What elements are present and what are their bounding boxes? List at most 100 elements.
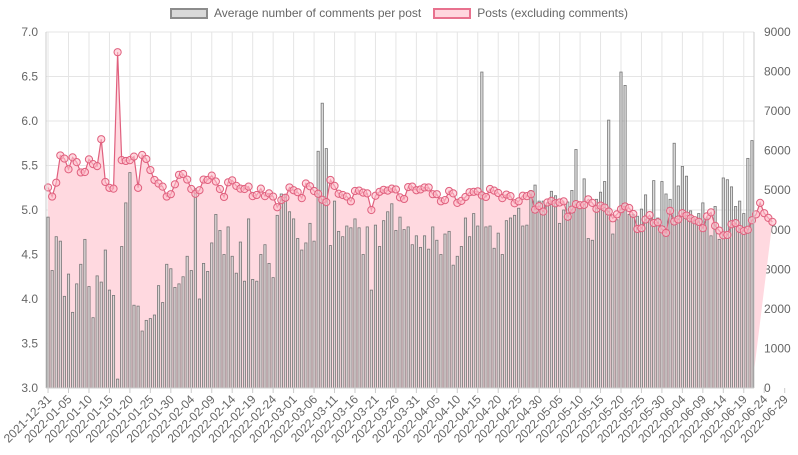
bar-avg-comments — [328, 245, 332, 389]
posts-point — [629, 209, 638, 219]
left-axis-tick-label: 4.5 — [21, 248, 38, 262]
bar-avg-comments — [365, 226, 369, 389]
bar-avg-comments — [729, 186, 734, 389]
bar-avg-comments — [181, 276, 185, 389]
bar-avg-comments — [517, 207, 521, 389]
posts-point — [723, 230, 732, 240]
bar-avg-comments — [83, 238, 87, 389]
left-axis-tick-label: 5.0 — [21, 203, 38, 217]
bar-avg-comments — [537, 200, 541, 389]
bar-avg-comments — [611, 233, 615, 389]
bar-avg-comments — [292, 218, 296, 389]
posts-point — [269, 192, 278, 201]
bar-avg-comments — [283, 194, 287, 389]
bar-avg-comments — [128, 172, 132, 389]
posts-point — [756, 198, 765, 207]
bar-avg-comments — [332, 200, 337, 389]
bar-avg-comments — [578, 207, 582, 389]
bar-avg-comments — [427, 248, 431, 389]
bar-avg-comments — [173, 287, 177, 389]
bar-avg-comments — [418, 246, 422, 389]
bar-avg-comments — [341, 236, 345, 389]
bar-avg-comments — [545, 202, 549, 389]
bar-avg-comments — [267, 262, 271, 389]
bar-avg-comments — [590, 239, 594, 389]
posts-point — [535, 201, 544, 211]
left-axis-tick-label: 6.5 — [21, 70, 38, 84]
posts-point — [322, 197, 331, 207]
bar-avg-comments — [275, 214, 279, 389]
legend-swatch-avg-comments — [170, 7, 209, 19]
right-axis-tick-label: 3000 — [764, 262, 791, 276]
left-axis-tick-label: 3.5 — [21, 337, 38, 351]
bar-avg-comments — [87, 286, 91, 389]
right-axis-tick-label: 7000 — [764, 104, 791, 118]
posts-point — [178, 169, 188, 179]
posts-point — [743, 225, 752, 234]
posts-point — [567, 205, 576, 214]
right-axis-tick-label: 6000 — [764, 144, 791, 158]
bar-avg-comments — [447, 230, 451, 389]
legend-item-posts[interactable]: Posts (excluding comments) — [433, 6, 628, 20]
bar-avg-comments — [382, 220, 386, 389]
posts-point — [72, 158, 81, 167]
bar-avg-comments — [586, 238, 590, 389]
bar-avg-comments — [193, 188, 197, 389]
bar-avg-comments — [218, 230, 222, 389]
bar-avg-comments — [165, 263, 169, 389]
posts-point — [109, 184, 118, 193]
bar-avg-comments — [206, 271, 210, 389]
bar-avg-comments — [287, 211, 292, 389]
bar-avg-comments — [124, 202, 128, 389]
posts-point — [731, 218, 740, 228]
bar-avg-comments — [496, 232, 500, 389]
bar-avg-comments — [369, 289, 373, 389]
bar-avg-comments — [414, 235, 418, 389]
bar-avg-comments — [349, 227, 353, 389]
posts-point — [281, 193, 290, 202]
bar-avg-comments — [169, 268, 173, 389]
posts-point — [170, 180, 180, 189]
posts-point — [48, 192, 57, 201]
bar-avg-comments — [75, 283, 79, 389]
bar-avg-comments — [451, 264, 455, 389]
posts-point — [326, 175, 335, 185]
bar-avg-comments — [750, 140, 754, 389]
bar-avg-comments — [705, 217, 709, 389]
posts-point — [367, 205, 376, 215]
posts-point — [166, 190, 175, 199]
bar-avg-comments — [525, 224, 529, 389]
bar-avg-comments — [746, 157, 750, 389]
posts-point — [97, 135, 106, 144]
bar-avg-comments — [574, 149, 578, 389]
bar-avg-comments — [693, 218, 697, 389]
bar-avg-comments — [652, 180, 656, 389]
left-axis-tick-label: 7.0 — [21, 25, 38, 39]
legend-item-avg-comments[interactable]: Average number of comments per post — [170, 6, 421, 20]
bar-avg-comments — [468, 236, 472, 389]
legend-label-posts: Posts (excluding comments) — [477, 6, 628, 20]
posts-point — [297, 194, 306, 203]
bar-avg-comments — [148, 318, 152, 389]
posts-point — [694, 217, 703, 226]
bar-avg-comments — [58, 240, 62, 389]
bar-avg-comments — [476, 225, 480, 389]
posts-point — [645, 211, 654, 220]
bar-avg-comments — [672, 142, 676, 389]
posts-point — [60, 154, 69, 163]
posts-point — [514, 197, 523, 206]
bar-avg-comments — [107, 289, 111, 389]
bar-avg-comments — [648, 219, 652, 389]
bar-avg-comments — [161, 302, 165, 389]
posts-point — [207, 171, 216, 180]
bar-avg-comments — [423, 235, 427, 389]
bar-avg-comments — [304, 242, 308, 389]
right-axis-tick-label: 5000 — [764, 183, 791, 197]
bar-avg-comments — [553, 195, 558, 389]
posts-point — [244, 182, 253, 191]
bar-avg-comments — [558, 222, 562, 389]
posts-point — [273, 203, 282, 212]
bar-avg-comments — [725, 179, 729, 389]
bar-avg-comments — [226, 226, 230, 389]
bar-avg-comments — [378, 246, 382, 389]
